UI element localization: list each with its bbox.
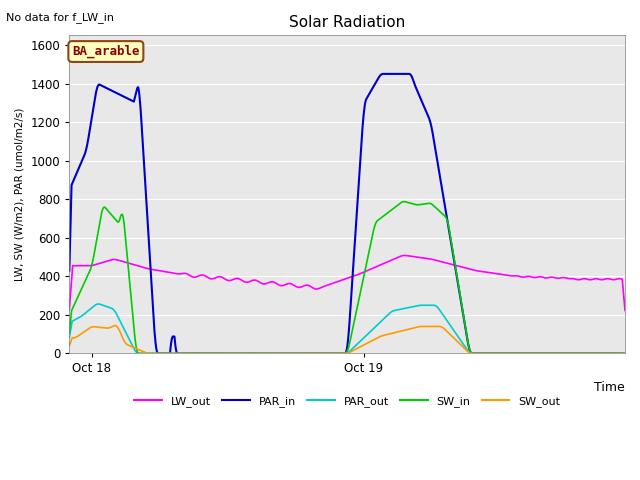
Text: No data for f_LW_in: No data for f_LW_in	[6, 12, 115, 23]
X-axis label: Time: Time	[595, 381, 625, 394]
Text: BA_arable: BA_arable	[72, 45, 140, 58]
Y-axis label: LW, SW (W/m2), PAR (umol/m2/s): LW, SW (W/m2), PAR (umol/m2/s)	[15, 108, 25, 281]
Title: Solar Radiation: Solar Radiation	[289, 15, 405, 30]
Legend: LW_out, PAR_in, PAR_out, SW_in, SW_out: LW_out, PAR_in, PAR_out, SW_in, SW_out	[129, 392, 565, 411]
